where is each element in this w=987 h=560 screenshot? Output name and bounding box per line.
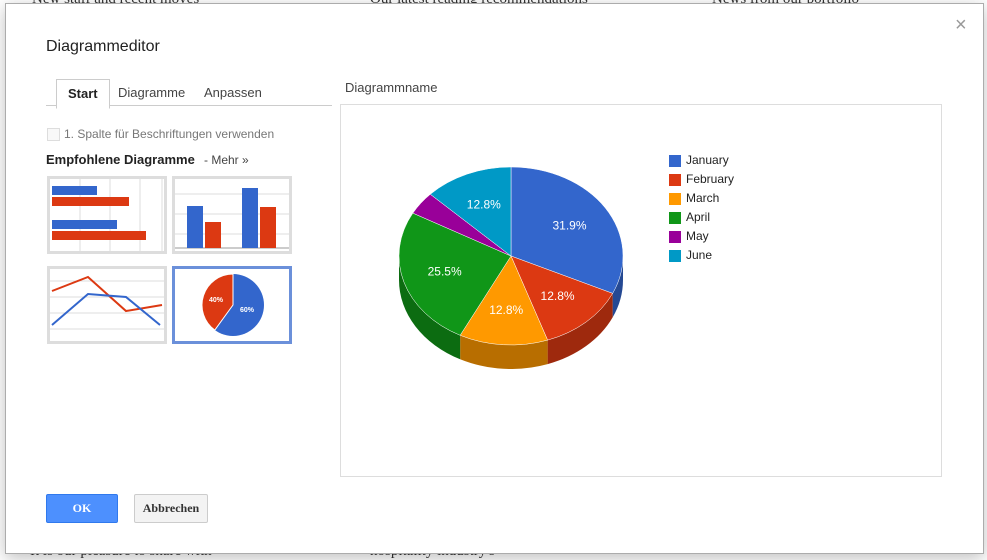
thumbnail-bar — [52, 179, 163, 251]
legend-label: January — [686, 153, 729, 167]
legend-swatch — [669, 155, 681, 167]
pie-value-label: 12.8% — [467, 197, 501, 211]
thumbnail-line — [50, 275, 164, 330]
thumbnail-label: 40% — [209, 297, 224, 304]
chart-name-label: Diagrammname — [345, 80, 438, 95]
chart-preview: 31.9% 12.8% 12.8% 25.5% 12.8% January February… — [340, 104, 942, 477]
pie-slice — [510, 255, 614, 341]
legend-swatch — [669, 174, 681, 186]
more-link[interactable]: - Mehr » — [204, 153, 249, 167]
pie-slice — [459, 255, 548, 346]
legend-swatch — [669, 231, 681, 243]
pie-slice-side — [612, 256, 623, 318]
chart-thumbnail[interactable] — [172, 176, 292, 254]
tab[interactable]: Diagramme — [118, 85, 186, 100]
legend-label: February — [686, 172, 734, 186]
checkbox[interactable] — [47, 128, 60, 141]
tab[interactable]: Anpassen — [204, 85, 262, 100]
dialog-title: Diagrammeditor — [46, 38, 160, 55]
chart-thumbnail-selected[interactable]: 40% 60% — [172, 266, 292, 344]
thumbnail-label: 60% — [240, 307, 255, 314]
legend-swatch — [669, 212, 681, 224]
tab-bar-line — [46, 105, 332, 106]
pie-value-label: 12.8% — [541, 289, 575, 303]
checkbox-label: 1. Spalte für Beschriftungen verwenden — [64, 127, 275, 141]
chart: 31.9% 12.8% 12.8% 25.5% 12.8% January February… — [398, 153, 734, 369]
chart-thumbnail[interactable] — [47, 266, 167, 344]
section-heading: Empfohlene Diagramme — [46, 152, 195, 167]
pie-slice-side — [399, 256, 461, 360]
legend-swatch — [669, 250, 681, 262]
close-button[interactable]: × — [955, 14, 967, 36]
chart-thumbnail[interactable] — [47, 176, 167, 254]
chart-editor-dialog: × Diagrammeditor Start Diagramme Anpasse… — [5, 3, 984, 554]
pie-slice — [398, 212, 512, 336]
legend-swatch — [669, 193, 681, 205]
cancel-button[interactable]: Abbrechen — [134, 494, 208, 523]
pie-slice-side — [460, 335, 548, 369]
legend-label: March — [686, 191, 719, 205]
legend-label: April — [686, 210, 710, 224]
pie-slice — [429, 166, 512, 257]
ok-button[interactable]: OK — [46, 494, 118, 523]
pie-slice — [510, 166, 624, 294]
thumbnail-column — [175, 188, 289, 249]
tab[interactable]: Start — [56, 79, 110, 109]
legend-label: May — [686, 229, 709, 243]
pie-value-label: 31.9% — [552, 218, 586, 232]
thumbnail-pie: 40% 60% — [201, 273, 264, 336]
pie-slice-side — [547, 293, 613, 365]
pie-value-label: 25.5% — [428, 264, 462, 278]
pie-value-label: 12.8% — [489, 303, 523, 317]
legend-label: June — [686, 248, 712, 262]
